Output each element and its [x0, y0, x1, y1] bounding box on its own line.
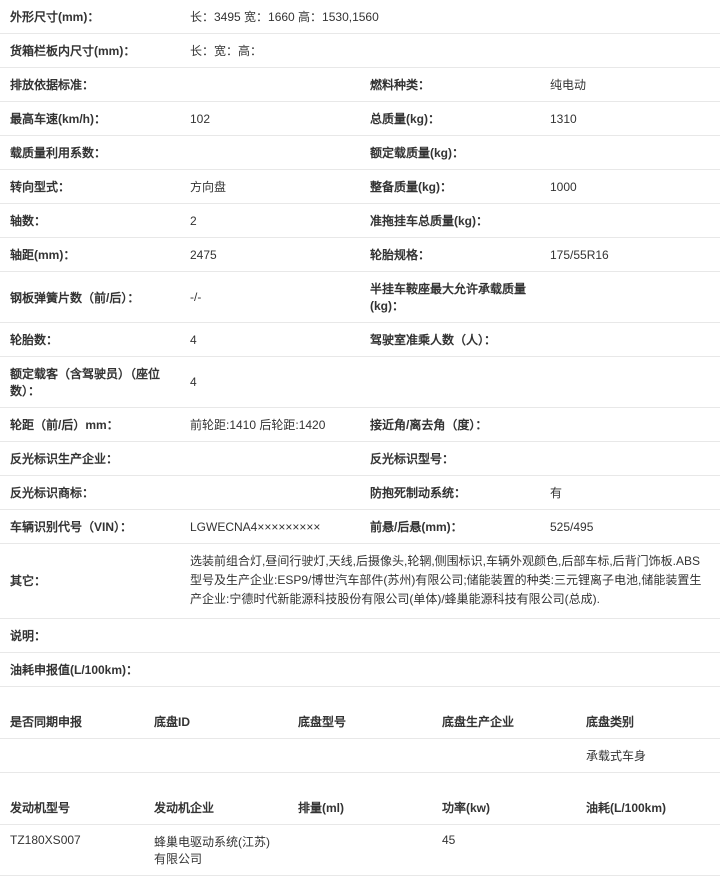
- engine-h2: 发动机企业: [144, 791, 288, 825]
- engine-c2: 蜂巢电驱动系统(江苏)有限公司: [144, 824, 288, 875]
- reflector-mfr-label: 反光标识生产企业：: [0, 442, 180, 476]
- other-label: 其它：: [0, 544, 180, 619]
- abs-label: 防抱死制动系统：: [360, 476, 540, 510]
- cargo-label: 货箱栏板内尺寸(mm)：: [0, 34, 180, 68]
- emission-value: [180, 68, 360, 102]
- chassis-c4: [432, 738, 576, 772]
- table-row: TZ180XS007 蜂巢电驱动系统(江苏)有限公司 45: [0, 824, 720, 875]
- steering-value: 方向盘: [180, 170, 360, 204]
- max-speed-value: 102: [180, 102, 360, 136]
- chassis-c1: [0, 738, 144, 772]
- engine-c4: 45: [432, 824, 576, 875]
- tire-count-value: 4: [180, 323, 360, 357]
- reflector-tm-value: [180, 476, 360, 510]
- vehicle-spec-table: 外形尺寸(mm)： 长：3495 宽：1660 高：1530,1560 货箱栏板…: [0, 0, 720, 687]
- approach-value: [540, 408, 720, 442]
- chassis-table: 是否同期申报 底盘ID 底盘型号 底盘生产企业 底盘类别 承载式车身: [0, 705, 720, 773]
- emission-label: 排放依据标准：: [0, 68, 180, 102]
- engine-c1: TZ180XS007: [0, 824, 144, 875]
- engine-h5: 油耗(L/100km): [576, 791, 720, 825]
- vin-label: 车辆识别代号（VIN）：: [0, 510, 180, 544]
- engine-h3: 排量(ml): [288, 791, 432, 825]
- desc-value: [180, 618, 720, 652]
- fuel-type-value: 纯电动: [540, 68, 720, 102]
- overhang-label: 前悬/后悬(mm)：: [360, 510, 540, 544]
- saddle-value: [540, 272, 720, 323]
- dimensions-value: 长：3495 宽：1660 高：1530,1560: [180, 0, 720, 34]
- chassis-c3: [288, 738, 432, 772]
- chassis-h2: 底盘ID: [144, 705, 288, 739]
- axle-count-label: 轴数：: [0, 204, 180, 238]
- spring-label: 钢板弹簧片数（前/后）：: [0, 272, 180, 323]
- fuel-report-label: 油耗申报值(L/100km)：: [0, 652, 180, 686]
- axle-count-value: 2: [180, 204, 360, 238]
- steering-label: 转向型式：: [0, 170, 180, 204]
- abs-value: 有: [540, 476, 720, 510]
- engine-h1: 发动机型号: [0, 791, 144, 825]
- spring-value: -/-: [180, 272, 360, 323]
- passenger-label: 额定载客（含驾驶员）（座位数）：: [0, 357, 180, 408]
- chassis-c2: [144, 738, 288, 772]
- chassis-h4: 底盘生产企业: [432, 705, 576, 739]
- saddle-label: 半挂车鞍座最大允许承载质量(kg)：: [360, 272, 540, 323]
- chassis-h3: 底盘型号: [288, 705, 432, 739]
- load-util-label: 载质量利用系数：: [0, 136, 180, 170]
- engine-table: 发动机型号 发动机企业 排量(ml) 功率(kw) 油耗(L/100km) TZ…: [0, 791, 720, 876]
- track-label: 轮距（前/后）mm：: [0, 408, 180, 442]
- chassis-h1: 是否同期申报: [0, 705, 144, 739]
- rated-load-label: 额定载质量(kg)：: [360, 136, 540, 170]
- curb-mass-value: 1000: [540, 170, 720, 204]
- cab-capacity-value: [540, 323, 720, 357]
- chassis-c5: 承载式车身: [576, 738, 720, 772]
- cab-capacity-label: 驾驶室准乘人数（人）：: [360, 323, 540, 357]
- reflector-model-label: 反光标识型号：: [360, 442, 540, 476]
- tire-spec-value: 175/55R16: [540, 238, 720, 272]
- total-mass-label: 总质量(kg)：: [360, 102, 540, 136]
- load-util-value: [180, 136, 360, 170]
- fuel-report-value: [180, 652, 720, 686]
- desc-label: 说明：: [0, 618, 180, 652]
- engine-h4: 功率(kw): [432, 791, 576, 825]
- total-mass-value: 1310: [540, 102, 720, 136]
- reflector-mfr-value: [180, 442, 360, 476]
- reflector-tm-label: 反光标识商标：: [0, 476, 180, 510]
- table-row: 承载式车身: [0, 738, 720, 772]
- curb-mass-label: 整备质量(kg)：: [360, 170, 540, 204]
- cargo-value: 长：宽：高：: [180, 34, 720, 68]
- fuel-type-label: 燃料种类：: [360, 68, 540, 102]
- wheelbase-value: 2475: [180, 238, 360, 272]
- trailer-mass-label: 准拖挂车总质量(kg)：: [360, 204, 540, 238]
- other-value: 选装前组合灯,昼间行驶灯,天线,后摄像头,轮辋,侧围标识,车辆外观颜色,后部车标…: [180, 544, 720, 619]
- vin-value: LGWECNA4×××××××××: [180, 510, 360, 544]
- trailer-mass-value: [540, 204, 720, 238]
- tire-spec-label: 轮胎规格：: [360, 238, 540, 272]
- max-speed-label: 最高车速(km/h)：: [0, 102, 180, 136]
- track-value: 前轮距:1410 后轮距:1420: [180, 408, 360, 442]
- chassis-h5: 底盘类别: [576, 705, 720, 739]
- dimensions-label: 外形尺寸(mm)：: [0, 0, 180, 34]
- reflector-model-value: [540, 442, 720, 476]
- passenger-value: 4: [180, 357, 720, 408]
- approach-label: 接近角/离去角（度）：: [360, 408, 540, 442]
- wheelbase-label: 轴距(mm)：: [0, 238, 180, 272]
- engine-c3: [288, 824, 432, 875]
- rated-load-value: [540, 136, 720, 170]
- engine-c5: [576, 824, 720, 875]
- tire-count-label: 轮胎数：: [0, 323, 180, 357]
- overhang-value: 525/495: [540, 510, 720, 544]
